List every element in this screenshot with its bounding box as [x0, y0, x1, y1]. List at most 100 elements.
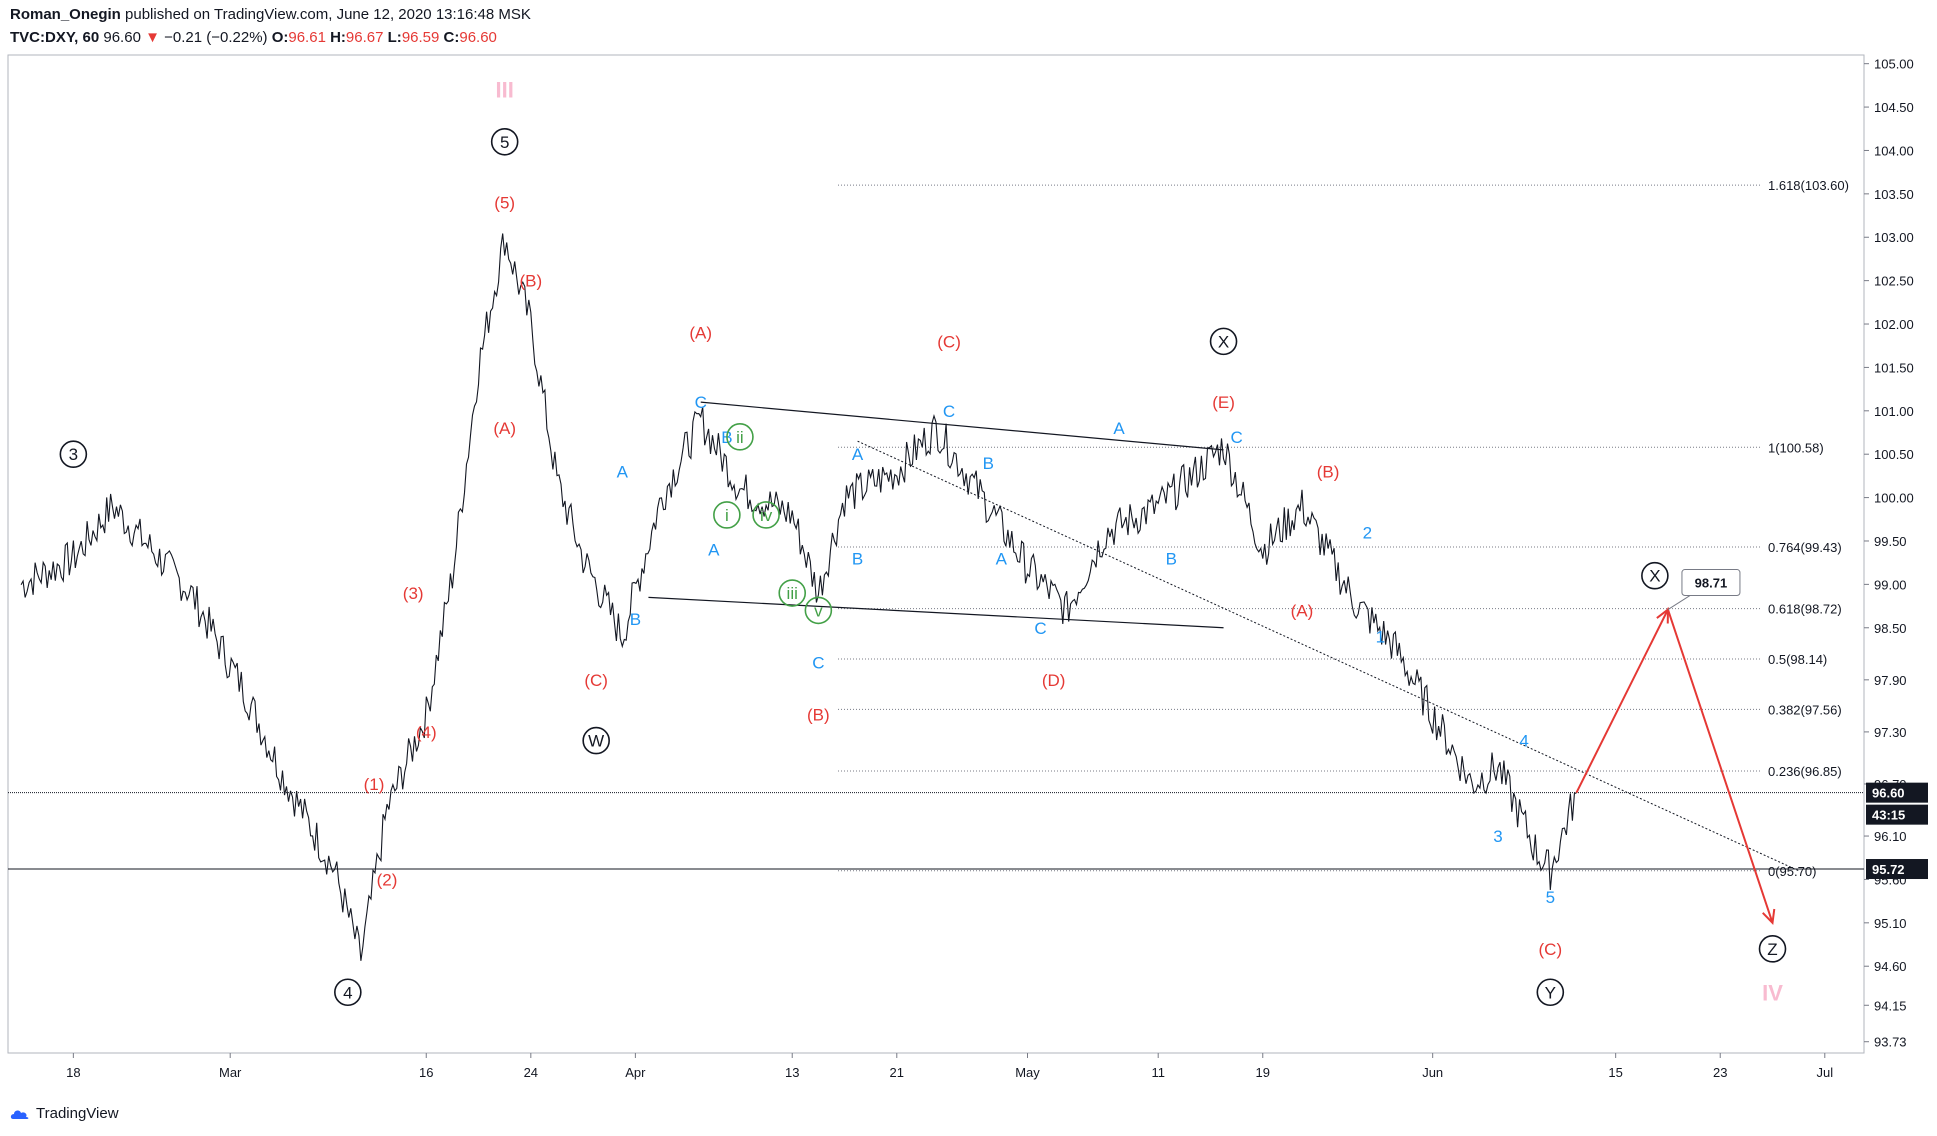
wave-label-circle — [1536, 978, 1565, 1007]
wave-label: A — [617, 463, 629, 482]
x-tick-label: May — [1015, 1065, 1040, 1080]
wave-label: C — [812, 653, 824, 672]
wave-label: X — [1649, 567, 1660, 586]
target-value: 98.71 — [1695, 576, 1728, 591]
footer-brand[interactable]: TradingView — [10, 1105, 119, 1122]
author-name[interactable]: Roman_Onegin — [10, 6, 121, 23]
y-tick-label: 97.30 — [1874, 725, 1907, 740]
wave-label-circle — [490, 127, 519, 156]
wave-label: Y — [1545, 983, 1556, 1002]
y-tick-label: 98.50 — [1874, 621, 1907, 636]
x-tick-label: 18 — [66, 1065, 80, 1080]
wave-label: III — [496, 78, 514, 103]
wave-label: A — [708, 541, 720, 560]
wave-label: B — [852, 549, 863, 568]
y-tick-label: 96.10 — [1874, 829, 1907, 844]
down-arrow-icon: ▼ — [145, 29, 160, 46]
symbol-name[interactable]: TVC:DXY, 60 — [10, 29, 100, 46]
wave-label: 5 — [500, 133, 509, 152]
x-tick-label: 19 — [1256, 1065, 1270, 1080]
wave-label: (3) — [403, 584, 424, 603]
wave-label: 3 — [69, 445, 78, 464]
wave-label-circle — [1758, 935, 1787, 963]
wave-label: 5 — [1546, 888, 1555, 907]
y-tick-label: 99.00 — [1874, 577, 1907, 592]
wave-label: B — [630, 610, 641, 629]
fib-level-label: 0.764(99.43) — [1768, 540, 1842, 555]
wave-label: (C) — [1539, 940, 1563, 959]
wave-label: 4 — [343, 983, 352, 1002]
y-axis: 105.00 104.50 104.00 103.50 103.00 102.50 102.… — [1864, 57, 1914, 1050]
published-text: published on TradingView.com, — [125, 6, 333, 23]
wave-label: W — [588, 732, 604, 751]
x-tick-label: Jul — [1816, 1065, 1833, 1080]
wave-label: Z — [1767, 940, 1777, 959]
wave-label: (1) — [364, 775, 385, 794]
wave-label-circle — [582, 726, 610, 755]
trendline — [648, 596, 1224, 629]
wave-label-circle — [334, 978, 362, 1007]
forecast-path[interactable]: 98.71 — [1575, 569, 1776, 926]
wave-label-circle — [726, 423, 754, 451]
target-callout — [1681, 569, 1741, 597]
y-tick-label: 105.00 — [1874, 57, 1914, 72]
wave-label: (E) — [1212, 393, 1235, 412]
fib-level-label: 1.618(103.60) — [1768, 178, 1849, 193]
open-value: 96.61 — [288, 29, 326, 46]
forecast-line — [1575, 606, 1774, 924]
wave-label: (A) — [689, 324, 712, 343]
wave-label: 4 — [1519, 732, 1528, 751]
wave-label: B — [983, 454, 994, 473]
wave-label: A — [996, 549, 1008, 568]
y-tick-label: 94.60 — [1874, 959, 1907, 974]
x-tick-label: 21 — [890, 1065, 904, 1080]
fib-level-label: 0.382(97.56) — [1768, 702, 1842, 717]
wave-label: (B) — [1317, 463, 1340, 482]
y-tick-label: 103.00 — [1874, 230, 1914, 245]
hline-price-tag-bg — [1866, 859, 1928, 880]
price-chart[interactable]: 1.618(103.60) 1(100.58) 0.764(99.43) 0.618(… — [0, 0, 1937, 1100]
fib-levels[interactable]: 1.618(103.60) 1(100.58) 0.764(99.43) 0.618(… — [838, 178, 1849, 879]
fib-level-label: 1(100.58) — [1768, 440, 1824, 455]
price-line — [20, 233, 1577, 961]
fib-level-label: 0.236(96.85) — [1768, 764, 1842, 779]
y-tick-label: 97.90 — [1874, 673, 1907, 688]
high-label: H: — [330, 29, 346, 46]
y-tick-label: 104.50 — [1874, 100, 1914, 115]
publish-date: June 12, 2020 13:16:48 MSK — [336, 6, 531, 23]
wave-label: C — [1034, 619, 1046, 638]
x-tick-label: Jun — [1422, 1065, 1443, 1080]
wave-label: v — [814, 601, 823, 620]
wave-label: (4) — [416, 723, 437, 742]
x-axis: 18 Mar 16 24 Apr 13 21 May 11 19 Jun 15 23 Jul — [66, 1053, 1833, 1080]
y-tick-label: 99.50 — [1874, 534, 1907, 549]
x-tick-label: Mar — [219, 1065, 242, 1080]
y-tick-label: 103.50 — [1874, 187, 1914, 202]
wave-label: C — [943, 402, 955, 421]
low-value: 96.59 — [401, 29, 440, 46]
wave-label-circle — [59, 440, 88, 469]
wave-label: IV — [1762, 980, 1783, 1005]
price-change: −0.21 (−0.22%) — [164, 29, 268, 46]
last-price-tag-bg — [1866, 782, 1928, 803]
wave-label-circle — [1641, 561, 1669, 590]
wave-label: iii — [787, 584, 798, 603]
hline-price-tag: 95.72 — [1872, 862, 1905, 877]
wave-label: (C) — [584, 671, 608, 690]
y-tick-label: 93.73 — [1874, 1035, 1907, 1050]
wave-label: B — [1166, 549, 1177, 568]
wave-label: (C) — [937, 332, 961, 351]
symbol-info: TVC:DXY, 60 96.60 ▼ −0.21 (−0.22%) O:96.… — [10, 29, 497, 46]
wave-label: 1 — [1376, 627, 1385, 646]
plot-frame — [7, 54, 1865, 1054]
wave-label: ii — [736, 428, 744, 447]
y-tick-label: 102.00 — [1874, 317, 1914, 332]
y-tick-label: 94.15 — [1874, 998, 1907, 1013]
fib-level-label: 0(95.70) — [1768, 864, 1816, 879]
y-tick-label: 102.50 — [1874, 274, 1914, 289]
trendlines[interactable] — [648, 401, 1799, 872]
price-series — [8, 233, 1864, 961]
brand-name: TradingView — [36, 1105, 119, 1122]
tradingview-cloud-icon — [10, 1109, 29, 1119]
